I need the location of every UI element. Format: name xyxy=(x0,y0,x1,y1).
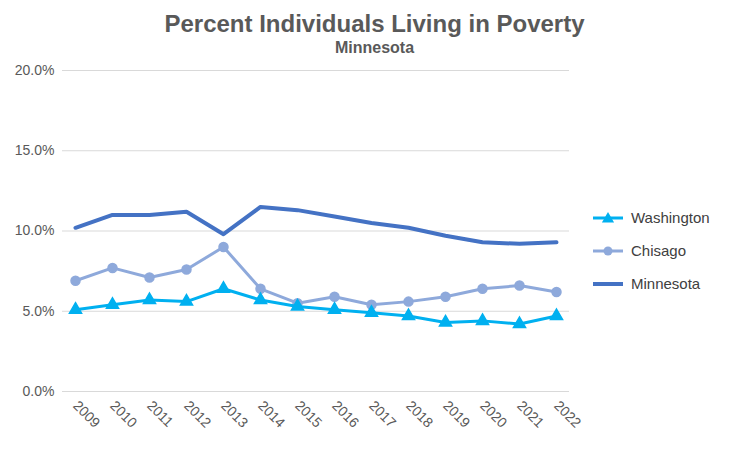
html-text:Washington: Washington xyxy=(631,209,710,226)
svg-text:10.0%: 10.0% xyxy=(15,222,55,238)
html-text:Minnesota: Minnesota xyxy=(334,39,415,56)
svg-text:2011: 2011 xyxy=(144,397,177,430)
svg-text:2010: 2010 xyxy=(107,397,140,430)
svg-text:2018: 2018 xyxy=(403,397,436,430)
svg-text:2019: 2019 xyxy=(440,397,473,430)
svg-text:2022: 2022 xyxy=(551,397,584,430)
svg-text:2009: 2009 xyxy=(70,397,103,430)
svg-text:2021: 2021 xyxy=(514,397,547,430)
svg-text:2014: 2014 xyxy=(255,397,288,430)
svg-text:2016: 2016 xyxy=(329,397,362,430)
svg-text:2012: 2012 xyxy=(181,397,214,430)
svg-text:15.0%: 15.0% xyxy=(15,142,55,158)
svg-text:2020: 2020 xyxy=(477,397,510,430)
svg-text:0.0%: 0.0% xyxy=(23,383,55,399)
svg-text:2013: 2013 xyxy=(218,397,251,430)
svg-text:5.0%: 5.0% xyxy=(23,303,55,319)
svg-text:20.0%: 20.0% xyxy=(15,62,55,78)
svg-text:2017: 2017 xyxy=(366,397,399,430)
svg-text:2015: 2015 xyxy=(292,397,325,430)
html-text:Percent Individuals Living in: Percent Individuals Living in Poverty xyxy=(164,10,585,37)
html-text:Minnesota: Minnesota xyxy=(631,275,701,292)
html-text:Chisago: Chisago xyxy=(631,242,686,259)
